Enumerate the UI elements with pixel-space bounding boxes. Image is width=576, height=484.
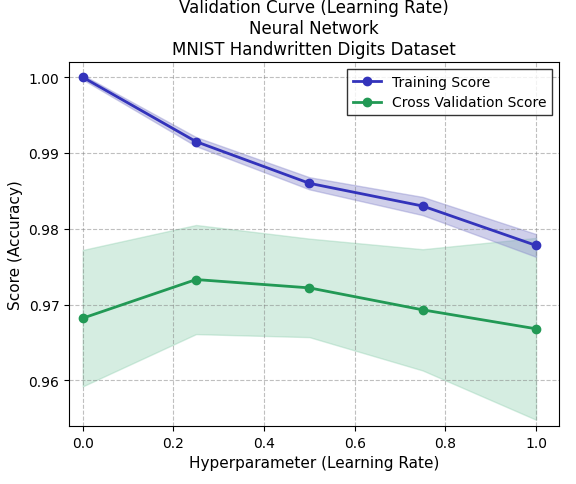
Line: Cross Validation Score: Cross Validation Score xyxy=(78,276,540,333)
Training Score xyxy=(79,75,86,81)
Training Score xyxy=(533,243,540,249)
Cross Validation Score xyxy=(192,277,199,283)
Legend: Training Score, Cross Validation Score: Training Score, Cross Validation Score xyxy=(347,70,552,116)
Training Score xyxy=(419,204,426,210)
Cross Validation Score xyxy=(533,326,540,332)
Title: Validation Curve (Learning Rate)
Neural Network
MNIST Handwritten Digits Dataset: Validation Curve (Learning Rate) Neural … xyxy=(172,0,456,59)
Cross Validation Score xyxy=(306,286,313,291)
Y-axis label: Score (Accuracy): Score (Accuracy) xyxy=(8,180,23,309)
Line: Training Score: Training Score xyxy=(78,74,540,250)
X-axis label: Hyperparameter (Learning Rate): Hyperparameter (Learning Rate) xyxy=(189,455,439,470)
Training Score xyxy=(306,181,313,187)
Training Score xyxy=(192,139,199,145)
Cross Validation Score xyxy=(419,307,426,313)
Cross Validation Score xyxy=(79,316,86,321)
